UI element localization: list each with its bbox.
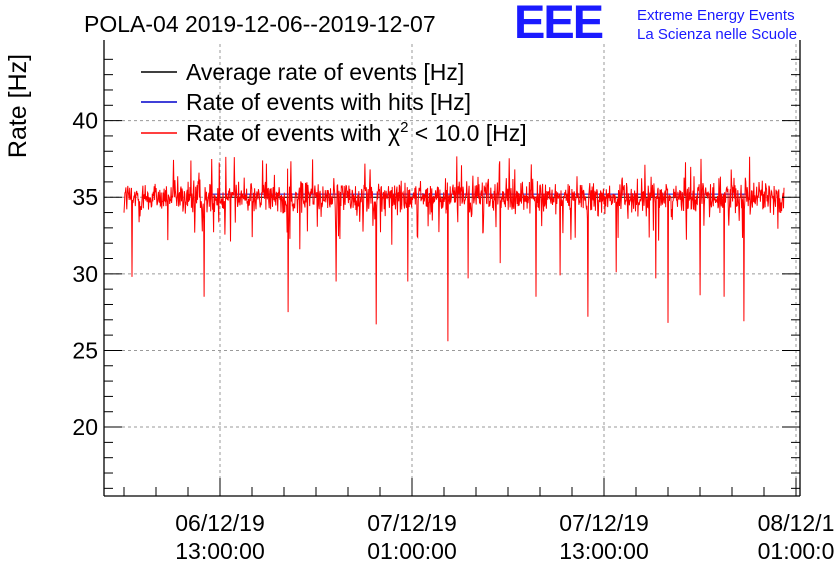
y-tick-label: 25: [72, 337, 98, 363]
y-tick-label: 35: [72, 184, 98, 210]
x-tick-time-label: 01:00:0: [758, 538, 835, 564]
y-tick-label: 40: [72, 108, 98, 134]
x-tick-date-label: 07/12/19: [367, 510, 457, 536]
eee-logo-mark: EEE: [514, 0, 603, 48]
chart-legend: Average rate of events [Hz] Rate of event…: [141, 59, 527, 146]
x-tick-time-label: 01:00:00: [367, 538, 457, 564]
legend-entry-label: Rate of events with hits [Hz]: [186, 89, 471, 115]
axis-ticks: 202530354006/12/1913:00:0007/12/1901:00:…: [72, 58, 835, 564]
legend-entry-label: Average rate of events [Hz]: [186, 59, 464, 85]
x-tick-time-label: 13:00:00: [559, 538, 649, 564]
series-layer: [123, 156, 785, 342]
eee-logo-line2: La Scienza nelle Scuole: [637, 26, 797, 43]
x-tick-time-label: 13:00:00: [175, 538, 265, 564]
x-tick-date-label: 07/12/19: [559, 510, 649, 536]
y-tick-label: 20: [72, 414, 98, 440]
x-tick-date-label: 06/12/19: [175, 510, 265, 536]
x-tick-date-label: 08/12/1: [758, 510, 835, 536]
chart-title: POLA-04 2019-12-06--2019-12-07: [84, 11, 436, 37]
y-axis-label: Rate [Hz]: [4, 54, 32, 158]
eee-logo: EEE Extreme Energy Events La Scienza nel…: [514, 0, 797, 48]
series-chi2-line: [123, 156, 785, 342]
eee-logo-line1: Extreme Energy Events: [637, 7, 795, 24]
legend-entry-label: Rate of events with χ2 < 10.0 [Hz]: [186, 119, 527, 146]
y-tick-label: 30: [72, 261, 98, 287]
